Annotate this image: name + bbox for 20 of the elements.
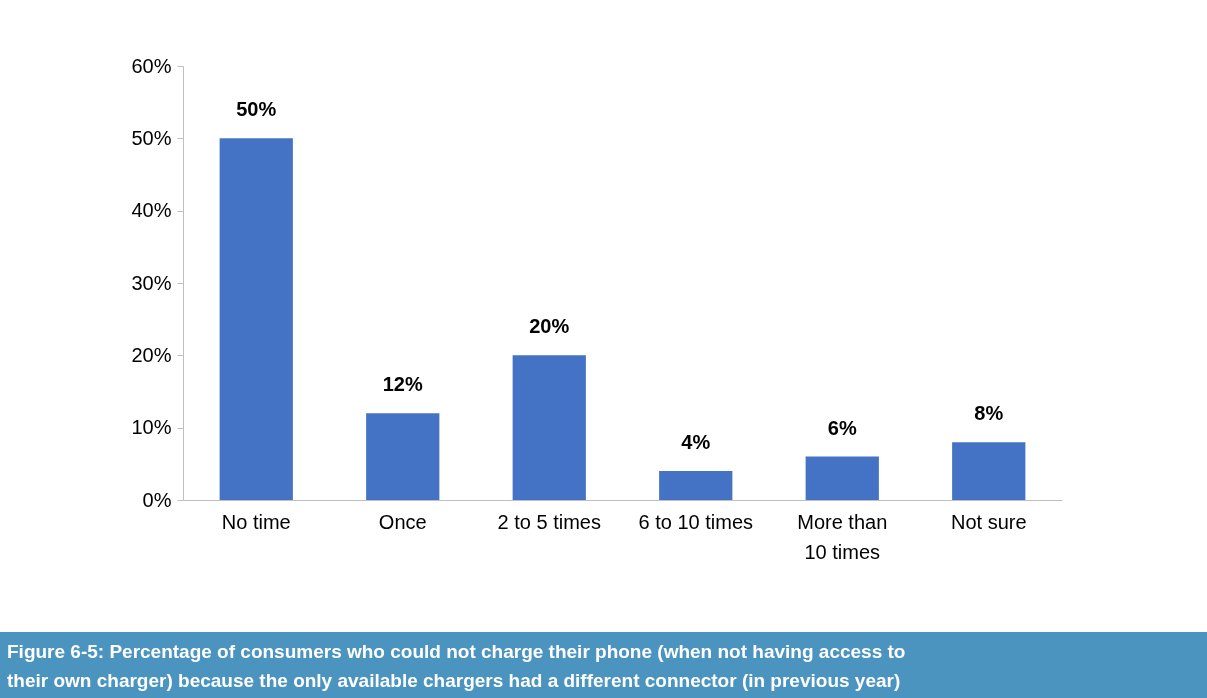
y-tick-label: 60%	[131, 54, 172, 77]
x-tick-label: No time	[221, 510, 291, 533]
x-tick-label: Not sure	[950, 510, 1027, 533]
data-label: 12%	[382, 373, 423, 396]
x-tick-label: More than 10 times	[797, 510, 888, 563]
y-tick-label: 30%	[131, 271, 172, 294]
data-label: 20%	[529, 315, 570, 338]
y-tick-label: 10%	[131, 416, 172, 439]
data-label: 6%	[827, 416, 857, 439]
y-tick-label: 40%	[131, 199, 172, 222]
x-tick-label: 2 to 5 times	[497, 510, 601, 533]
y-tick-label: 0%	[142, 488, 172, 511]
data-label: 8%	[974, 402, 1004, 425]
data-label: 50%	[236, 98, 277, 121]
x-tick-label: 6 to 10 times	[638, 510, 754, 533]
y-tick-label: 50%	[131, 126, 172, 149]
y-tick-label: 20%	[131, 343, 172, 366]
data-label: 4%	[681, 431, 711, 454]
x-tick-label: Once	[378, 510, 427, 533]
text: Figure 6-5: Percentage of consumers who could not charge their phone (when not having access to their own charger) because the only available chargers had a different connector (in previous year)	[7, 641, 906, 691]
